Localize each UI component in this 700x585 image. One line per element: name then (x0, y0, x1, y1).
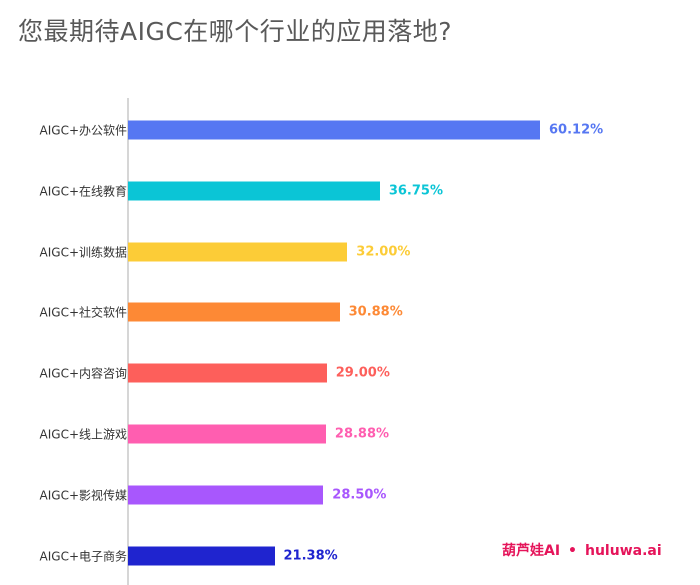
watermark: 葫芦娃AI • huluwa.ai (502, 540, 662, 560)
watermark-site: huluwa.ai (585, 543, 662, 559)
value-label: 21.38% (283, 548, 338, 564)
category-label: AIGC+社交软件 (39, 305, 127, 320)
category-axis-line (127, 98, 129, 585)
value-label: 32.00% (356, 244, 411, 260)
value-label: 28.88% (334, 426, 390, 442)
watermark-dot: • (568, 543, 577, 559)
watermark-brand: 葫芦娃AI (502, 543, 561, 559)
value-label: 30.88% (348, 304, 403, 320)
category-label: AIGC+电子商务 (39, 549, 127, 564)
category-label: AIGC+办公软件 (39, 123, 127, 138)
bar (128, 363, 327, 383)
category-label: AIGC+影视传媒 (39, 488, 127, 503)
bar (128, 181, 380, 201)
category-label: AIGC+训练数据 (39, 245, 127, 260)
bar (128, 120, 540, 140)
category-label: AIGC+内容咨询 (39, 366, 127, 381)
category-label: AIGC+线上游戏 (39, 427, 127, 442)
value-label: 60.12% (549, 122, 604, 138)
bar (128, 424, 326, 444)
bar (128, 546, 275, 566)
category-label: AIGC+在线教育 (39, 184, 127, 199)
bar (128, 302, 340, 322)
chart-title: 您最期待AIGC在哪个行业的应用落地? (18, 17, 453, 46)
bar (128, 485, 324, 505)
value-label: 36.75% (388, 183, 443, 199)
bar (128, 242, 348, 262)
value-label: 28.50% (332, 487, 387, 503)
value-label: 29.00% (335, 365, 390, 381)
